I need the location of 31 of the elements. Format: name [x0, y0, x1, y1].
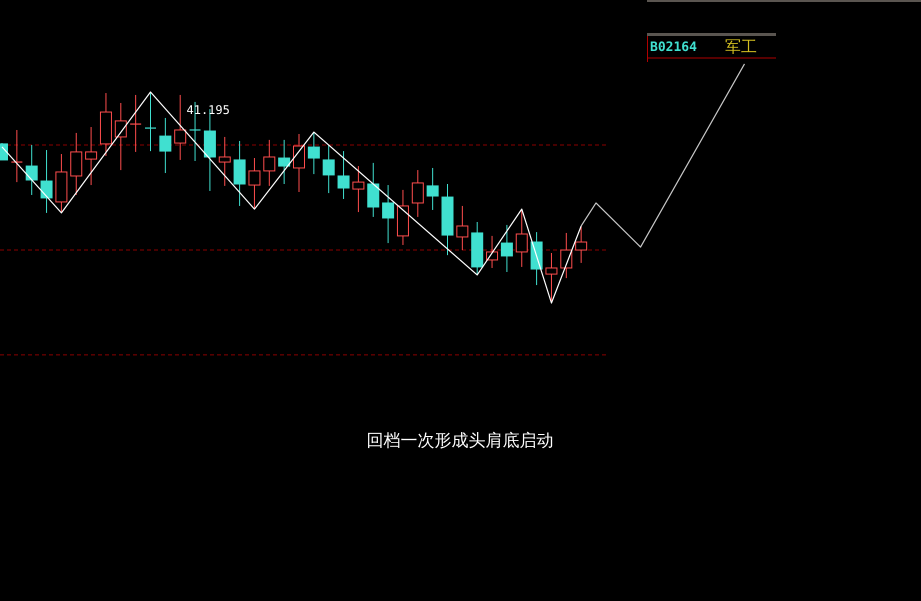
candlestick	[263, 139, 276, 186]
candlestick	[40, 150, 53, 214]
candlestick	[575, 225, 588, 264]
candlestick	[352, 166, 364, 213]
candlestick	[308, 132, 320, 175]
candlestick	[426, 167, 439, 210]
candlestick	[545, 252, 558, 304]
candlestick	[144, 92, 157, 152]
candlestick	[322, 144, 335, 194]
candlestick	[338, 150, 350, 200]
text: 回档一次形成头肩底启动	[366, 431, 554, 451]
candlestick	[293, 133, 305, 193]
candlestick	[500, 224, 513, 272]
candlestick	[114, 102, 127, 171]
candlestick	[130, 94, 142, 152]
candlestick	[159, 117, 172, 174]
candlestick	[278, 139, 290, 184]
candlestick	[412, 170, 424, 218]
candlestick	[10, 129, 23, 183]
candlestick	[248, 158, 260, 210]
text: 军工	[725, 37, 757, 56]
candlestick	[26, 144, 38, 196]
text: B02164	[650, 40, 698, 55]
candlestick	[516, 208, 528, 268]
candlestick	[367, 162, 380, 218]
candlestick	[218, 136, 231, 186]
candlestick	[85, 126, 98, 186]
candlestick	[174, 94, 186, 160]
candlestick	[560, 232, 572, 279]
candlestick	[382, 184, 394, 244]
candlestick	[456, 205, 468, 251]
